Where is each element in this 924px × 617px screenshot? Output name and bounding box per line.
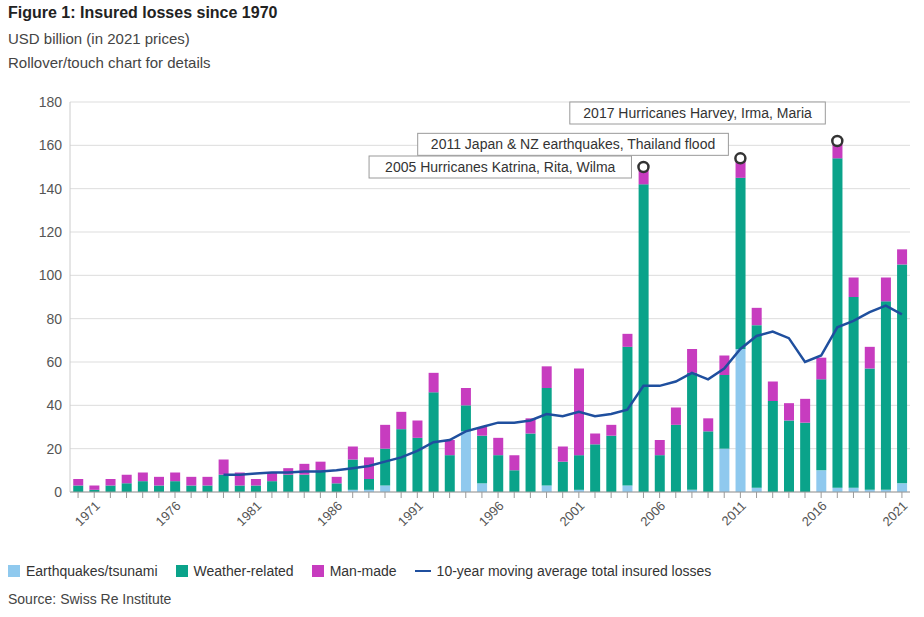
svg-text:80: 80 — [46, 311, 62, 327]
svg-text:1996: 1996 — [476, 498, 507, 529]
svg-text:2017 Hurricanes Harvey, Irma,: 2017 Hurricanes Harvey, Irma, Maria — [583, 105, 812, 121]
svg-text:20: 20 — [46, 441, 62, 457]
svg-text:60: 60 — [46, 354, 62, 370]
svg-text:1976: 1976 — [153, 498, 184, 529]
svg-text:40: 40 — [46, 397, 62, 413]
svg-text:2011 Japan & NZ earthquakes, T: 2011 Japan & NZ earthquakes, Thailand fl… — [431, 136, 715, 152]
svg-text:1981: 1981 — [233, 498, 264, 529]
svg-text:1991: 1991 — [395, 498, 426, 529]
html-text:Earthquakes/tsunami: Earthquakes/tsunami — [26, 563, 158, 579]
svg-text:2005 Hurricanes Katrina, Rita,: 2005 Hurricanes Katrina, Rita, Wilma — [385, 159, 616, 175]
svg-text:180: 180 — [39, 94, 63, 110]
svg-text:140: 140 — [39, 181, 63, 197]
html-text:Rollover/touch chart for detai: Rollover/touch chart for details — [8, 54, 211, 71]
svg-text:2001: 2001 — [556, 498, 587, 529]
svg-text:100: 100 — [39, 267, 63, 283]
svg-text:160: 160 — [39, 137, 63, 153]
html-text:Figure 1: Insured losses since: Figure 1: Insured losses since 1970 — [8, 4, 278, 21]
html-text:Weather-related: Weather-related — [193, 563, 294, 579]
svg-text:120: 120 — [39, 224, 63, 240]
svg-text:1971: 1971 — [72, 498, 103, 529]
html-text:Source: Swiss Re Institute: Source: Swiss Re Institute — [8, 591, 172, 607]
svg-text:0: 0 — [54, 484, 62, 500]
svg-text:2011: 2011 — [719, 498, 749, 528]
html-text:USD billion (in 2021 prices): USD billion (in 2021 prices) — [8, 30, 190, 47]
svg-text:2006: 2006 — [637, 498, 668, 529]
html-text:Man-made: Man-made — [329, 563, 397, 579]
html-text:10-year moving average total i: 10-year moving average total insured los… — [436, 563, 712, 579]
svg-text:2021: 2021 — [880, 498, 911, 529]
svg-text:2016: 2016 — [799, 498, 830, 529]
svg-text:1986: 1986 — [314, 498, 345, 529]
